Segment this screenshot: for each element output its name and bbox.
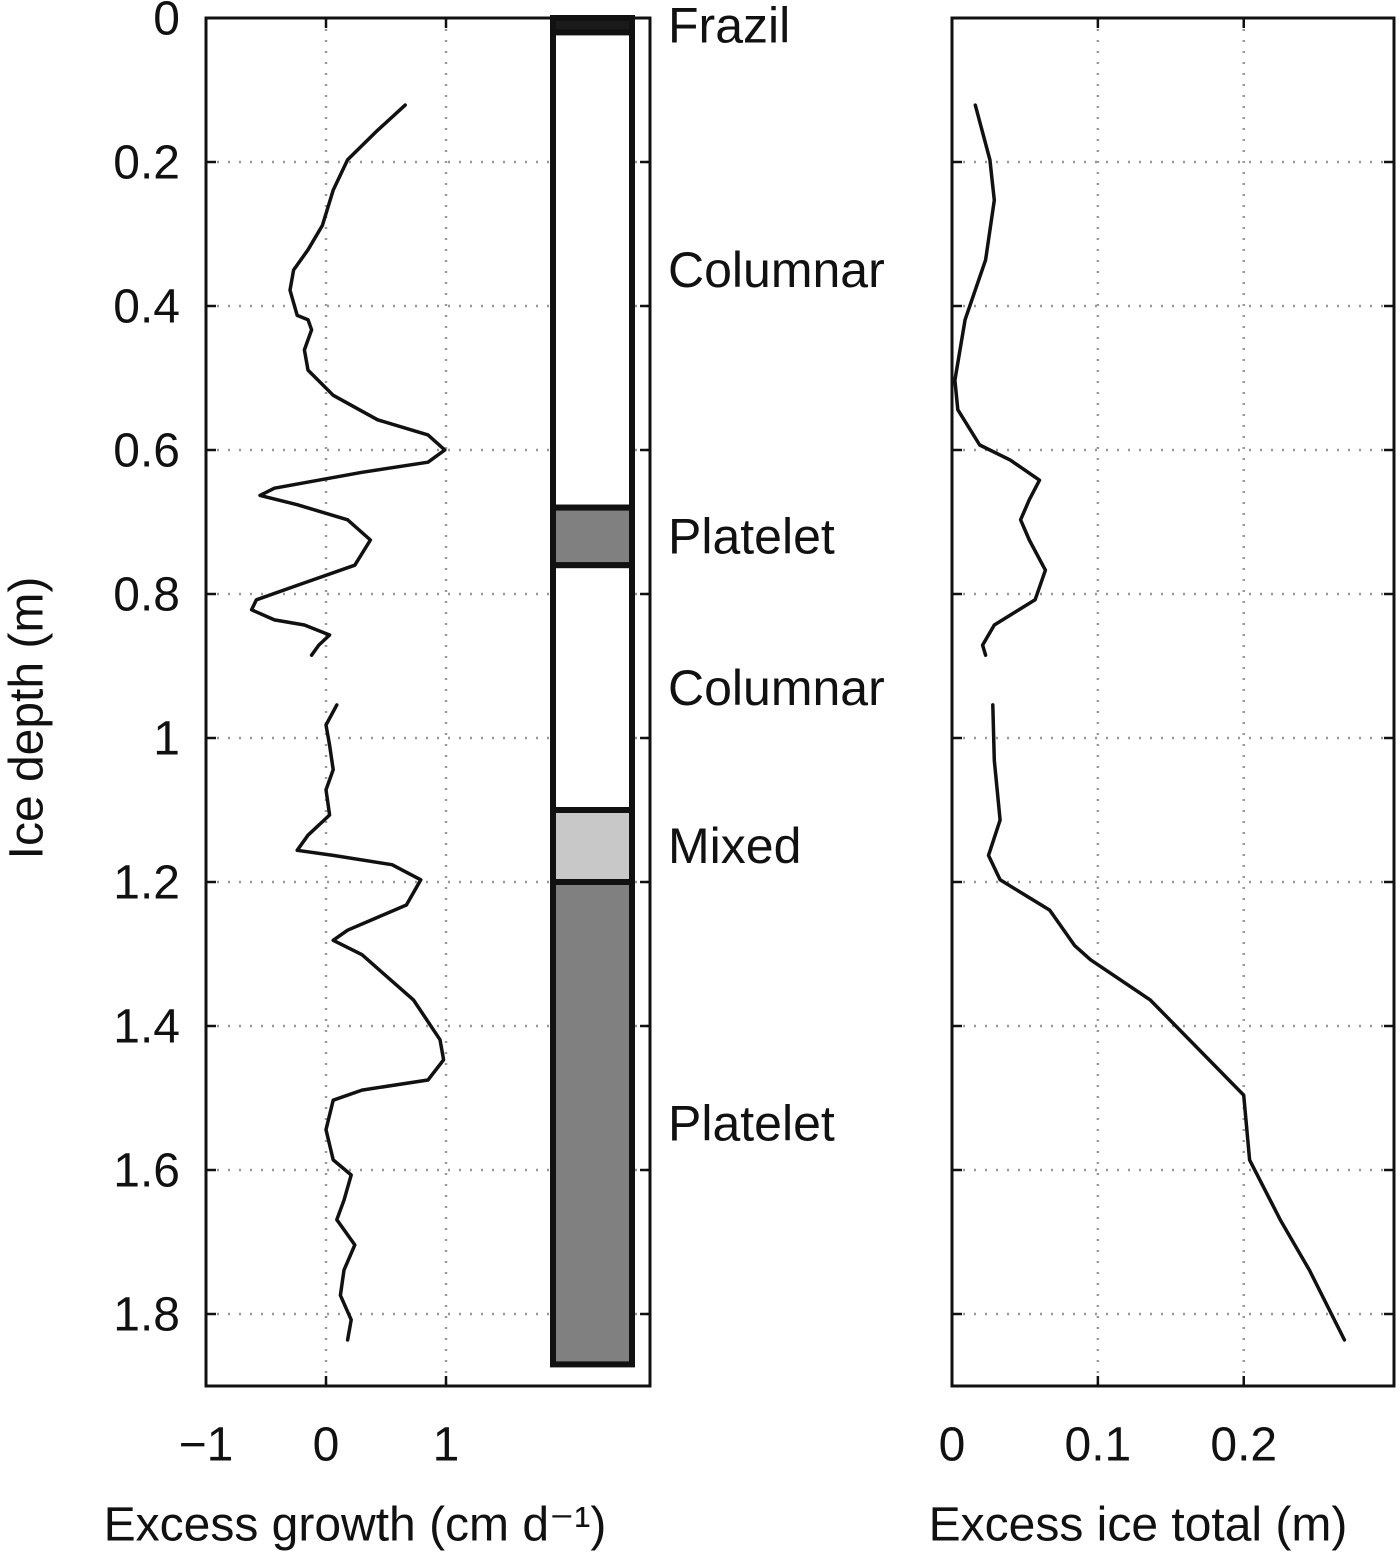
x-tick-label: 0.2 <box>1210 1419 1277 1472</box>
ice-layer <box>550 504 635 569</box>
ice-layer <box>550 807 635 885</box>
profile-line <box>249 103 447 1342</box>
layer-label: Platelet <box>668 509 835 565</box>
y-tick-label: 0.4 <box>113 281 180 334</box>
plot-frame <box>204 16 652 1388</box>
plot-frame <box>950 16 1396 1388</box>
y-tick-label: 1.4 <box>113 1001 180 1054</box>
y-tick-label: 0.8 <box>113 569 180 622</box>
y-axis-title: Ice depth (m) <box>1 577 54 860</box>
x-axis-title: Excess ice total (m) <box>929 1499 1348 1552</box>
y-tick-label: 0 <box>153 0 180 46</box>
layer-label: Platelet <box>668 1095 835 1151</box>
y-tick-label: 0.6 <box>113 425 180 478</box>
y-tick-label: 1 <box>153 713 180 766</box>
x-axis-title: Excess growth (cm d⁻¹) <box>104 1499 607 1552</box>
layer-label: Columnar <box>668 660 885 716</box>
x-tick-label: 1 <box>433 1419 460 1472</box>
y-tick-label: 1.8 <box>113 1289 180 1342</box>
layer-label: Columnar <box>668 242 885 298</box>
y-tick-label: 1.6 <box>113 1145 180 1198</box>
y-tick-label: 1.2 <box>113 857 180 910</box>
layer-label: Frazil <box>668 0 790 53</box>
x-tick-label: 0 <box>313 1419 340 1472</box>
x-tick-label: 0 <box>939 1419 966 1472</box>
ice-layer <box>550 29 635 511</box>
x-tick-label: 0.1 <box>1065 1419 1132 1472</box>
y-tick-label: 0.2 <box>113 137 180 190</box>
layer-label: Mixed <box>668 818 801 874</box>
profile-line <box>953 103 1347 1342</box>
ice-layer <box>550 879 635 1368</box>
x-tick-label: −1 <box>179 1419 234 1472</box>
ice-layer <box>550 562 635 814</box>
